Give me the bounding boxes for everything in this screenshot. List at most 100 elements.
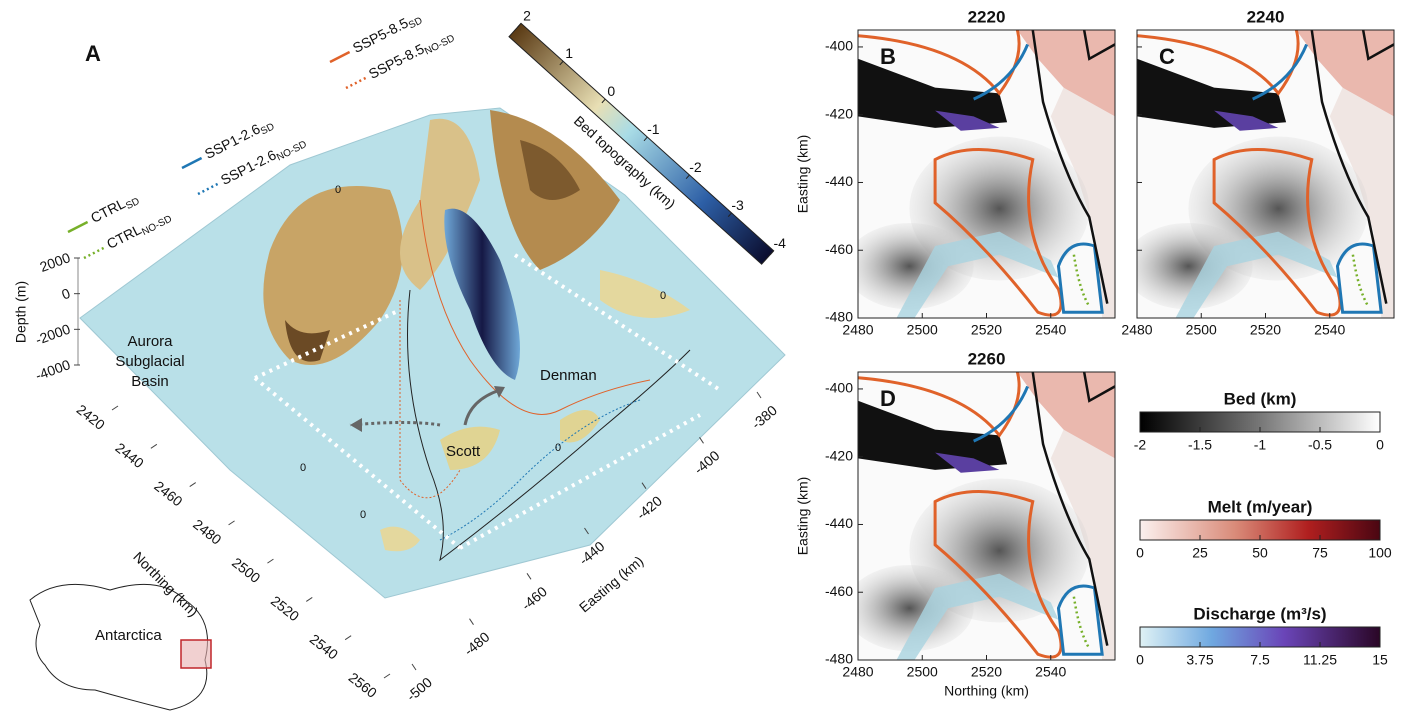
x-tick-label: 2500 [907,322,938,338]
y-tick-label: -400 [825,380,853,396]
x-axis-label: Northing (km) [944,683,1029,699]
map-area [845,30,1115,318]
y-axis-label: Easting (km) [795,135,811,214]
tick-mark [412,664,416,670]
tick-label: 2540 [307,631,342,663]
colorbar-tick-label: 0 [1136,652,1144,668]
tick-label: 2440 [112,439,147,471]
tick-mark [306,597,312,601]
x-tick-label: 2500 [907,664,938,680]
legend-swatch [330,52,350,62]
y-axis-label: Easting (km) [795,477,811,556]
tick-label: 0 [59,285,72,303]
map-area [1124,30,1394,318]
colorbar-title: Discharge (m³/s) [1193,604,1326,623]
colorbar-tick-label: 15 [1372,652,1388,668]
inset-label: Antarctica [95,627,162,644]
x-tick-label: 2520 [971,664,1002,680]
contour-label: 0 [660,290,666,302]
y-tick-label: -440 [825,173,853,189]
tick-mark [700,437,704,443]
panel-letter: A [85,41,101,66]
panel-title: 2260 [968,349,1006,368]
tick-label: 2500 [229,554,264,586]
colorbar-tick-label: 25 [1192,545,1208,561]
panel-letter: C [1159,44,1175,69]
legend-swatch [84,248,104,258]
tick-label: 2480 [190,516,225,548]
tick-label: -460 [518,583,550,613]
colorbar-tick-label: 2 [523,7,531,23]
legend-swatch [346,78,366,88]
tick-mark [757,392,761,398]
panel-title: 2240 [1247,7,1285,26]
annotation: Aurora [127,333,173,350]
x-tick-label: 2500 [1186,322,1217,338]
contour-label: 0 [360,509,366,521]
y-tick-label: -420 [825,447,853,463]
contour-label: 0 [300,462,306,474]
colorbar-tick-label: -1 [1254,437,1267,453]
panel-letter: B [880,44,896,69]
legend-name: CTRL [88,195,128,226]
contour-label: 0 [555,442,561,454]
x-tick-label: 2480 [1121,322,1152,338]
colorbar-tick-label: -4 [773,235,786,251]
tick-label: 2000 [38,249,73,275]
axis-label: Depth (m) [13,281,29,343]
x-tick-label: 2520 [1250,322,1281,338]
colorbar-tick-label: -1.5 [1188,437,1212,453]
y-tick-label: -480 [825,651,853,667]
y-tick-label: -420 [825,105,853,121]
colorbar-tick-label: 0 [1376,437,1384,453]
x-tick-label: 2540 [1314,322,1345,338]
tick-mark [229,521,235,525]
tick-mark [527,573,531,579]
tick-mark [470,619,474,625]
panel-letter: D [880,386,896,411]
tick-label: -4000 [33,356,72,383]
colorbar-title: Bed (km) [1224,389,1297,408]
tick-mark [190,483,196,487]
tick-mark [345,636,351,640]
colorbar-tick-label: 1 [565,45,573,61]
contour-label: 0 [335,184,341,196]
tick-label: -480 [461,628,493,658]
tick-label: 2420 [74,401,109,433]
y-tick-label: -480 [825,309,853,325]
colorbar-tick-label: -2 [1134,437,1147,453]
colorbar-tick-label: 0 [607,83,615,99]
tick-mark [267,559,273,563]
legend-swatch [198,184,218,194]
tick-label: -500 [403,674,435,704]
annotation: Subglacial [115,353,184,370]
annotation: Scott [446,443,481,460]
tick-label: -400 [691,447,723,477]
map-area [845,372,1115,660]
annotation: Basin [131,373,169,390]
colorbar-tick-label: -1 [647,121,660,137]
x-tick-label: 2520 [971,322,1002,338]
colorbar-tick-label: 50 [1252,545,1268,561]
tick-label: 2520 [268,593,303,625]
legend-subscript: NO-SD [140,213,174,237]
legend-subscript: NO-SD [275,139,309,163]
figure: A Aurora Subglacial Basin Denman Scott 0… [0,0,1410,719]
annotation: Denman [540,367,597,384]
tick-label: 2560 [346,669,381,701]
colorbar-tick-label: -3 [731,197,744,213]
colorbar-tick-label: 11.25 [1303,652,1337,668]
tick-label: -2000 [33,321,72,348]
y-tick-label: -440 [825,515,853,531]
colorbar-tick-label: 3.75 [1186,652,1213,668]
tick-mark [384,674,390,678]
x-tick-label: 2540 [1035,322,1066,338]
tick-mark [151,444,157,448]
legend-subscript: NO-SD [423,33,457,57]
legend-swatch [182,158,202,168]
colorbar-tick-label: 0 [1136,545,1144,561]
tick-label: -380 [748,402,780,432]
x-tick-label: 2540 [1035,664,1066,680]
y-tick-label: -400 [825,38,853,54]
y-tick-label: -460 [825,241,853,257]
